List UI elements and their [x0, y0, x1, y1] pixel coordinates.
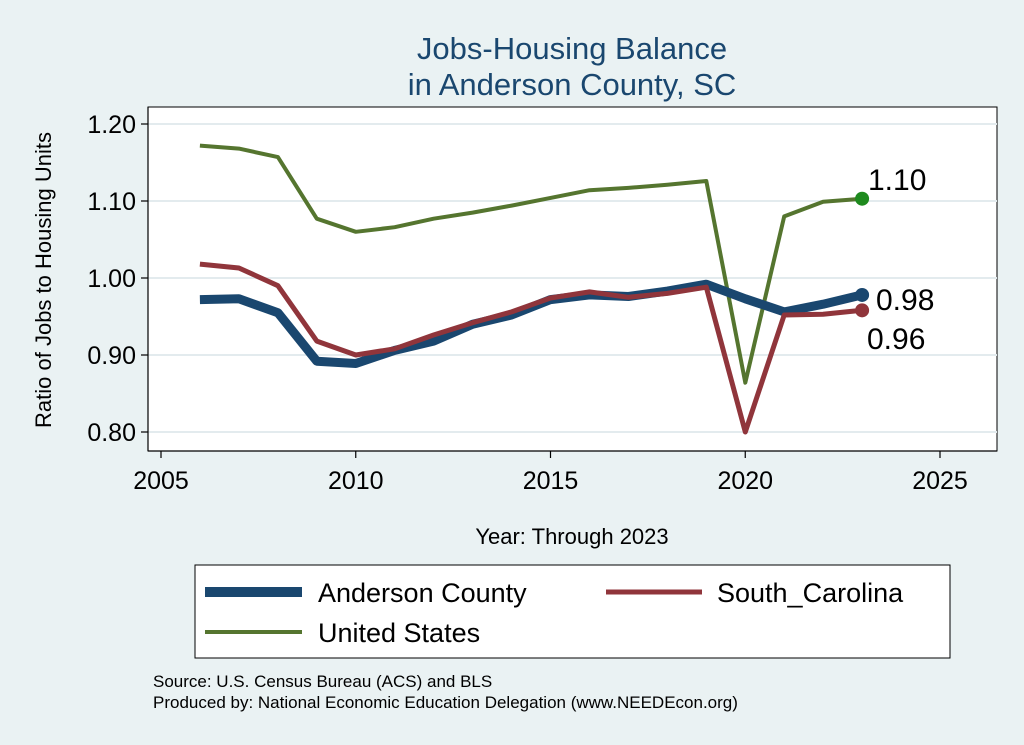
end-marker-anderson-county	[855, 287, 870, 302]
end-label-anderson: 0.98	[876, 284, 934, 317]
source-note: Source: U.S. Census Bureau (ACS) and BLS	[153, 672, 492, 691]
x-tick-label: 2005	[133, 467, 189, 495]
grid-lines	[148, 123, 997, 433]
y-tick-label: 0.80	[87, 419, 136, 447]
end-label-united-states: 1.10	[868, 164, 926, 197]
legend: Anderson County South_Carolina United St…	[194, 564, 951, 659]
series-line-united-states	[199, 143, 863, 385]
y-tick-label: 0.90	[87, 342, 136, 370]
end-marker-united-states	[855, 191, 870, 206]
producer-note: Produced by: National Economic Education…	[153, 693, 738, 712]
y-tick-label: 1.20	[87, 111, 136, 139]
end-marker-south-carolina	[855, 303, 870, 318]
x-tick-label: 2015	[523, 467, 579, 495]
y-axis-title: Ratio of Jobs to Housing Units	[31, 132, 56, 428]
legend-box	[194, 564, 951, 659]
x-axis-ticks: 2005 2010 2015 2020 2025	[133, 451, 968, 495]
legend-label-united-states: United States	[318, 618, 480, 648]
y-tick-label: 1.00	[87, 265, 136, 293]
y-axis-ticks: 0.80 0.90 1.00 1.10 1.20	[87, 111, 148, 447]
chart-title-line-2: in Anderson County, SC	[408, 67, 737, 102]
legend-label-south-carolina: South_Carolina	[717, 578, 904, 608]
x-tick-label: 2020	[717, 467, 773, 495]
series-line-south-carolina	[199, 261, 863, 435]
end-label-south-carolina: 0.96	[867, 323, 925, 356]
x-tick-label: 2010	[328, 467, 384, 495]
series-lines	[199, 143, 864, 435]
legend-label-anderson: Anderson County	[318, 578, 527, 608]
x-axis-title: Year: Through 2023	[475, 524, 668, 549]
x-tick-label: 2025	[912, 467, 968, 495]
end-markers	[855, 191, 870, 318]
y-tick-label: 1.10	[87, 188, 136, 216]
chart-title-line-1: Jobs-Housing Balance	[417, 31, 727, 66]
